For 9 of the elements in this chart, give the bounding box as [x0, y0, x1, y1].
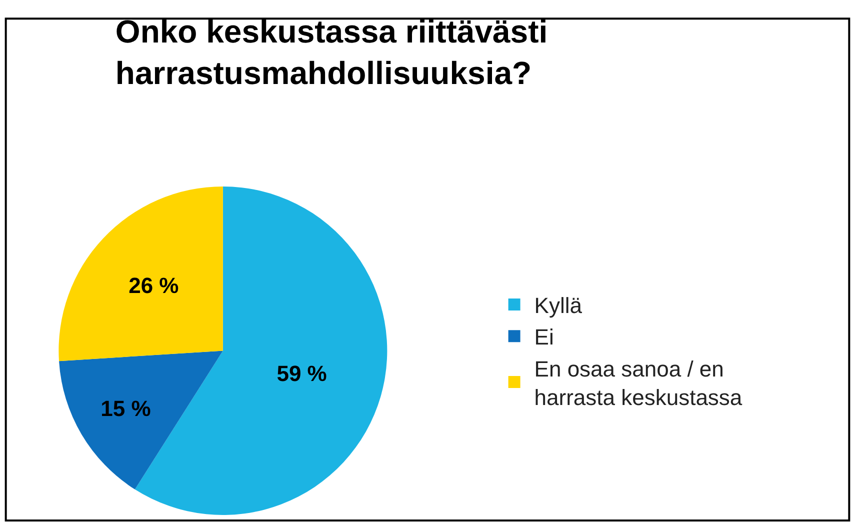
legend-label: Kyllä [534, 293, 583, 318]
pie-slice [59, 350, 223, 490]
pie-slice [59, 186, 223, 362]
legend-label: Ei [534, 324, 554, 350]
data-label: 26 % [128, 273, 179, 298]
chart-title: Onko keskustassa riittävästi harrastusmahdollisuuksia? [115, 13, 548, 91]
data-label: 59 % [276, 361, 327, 386]
legend-label: En osaa sanoa / en harrasta keskustassa [534, 356, 743, 410]
data-label: 15 % [100, 396, 151, 421]
